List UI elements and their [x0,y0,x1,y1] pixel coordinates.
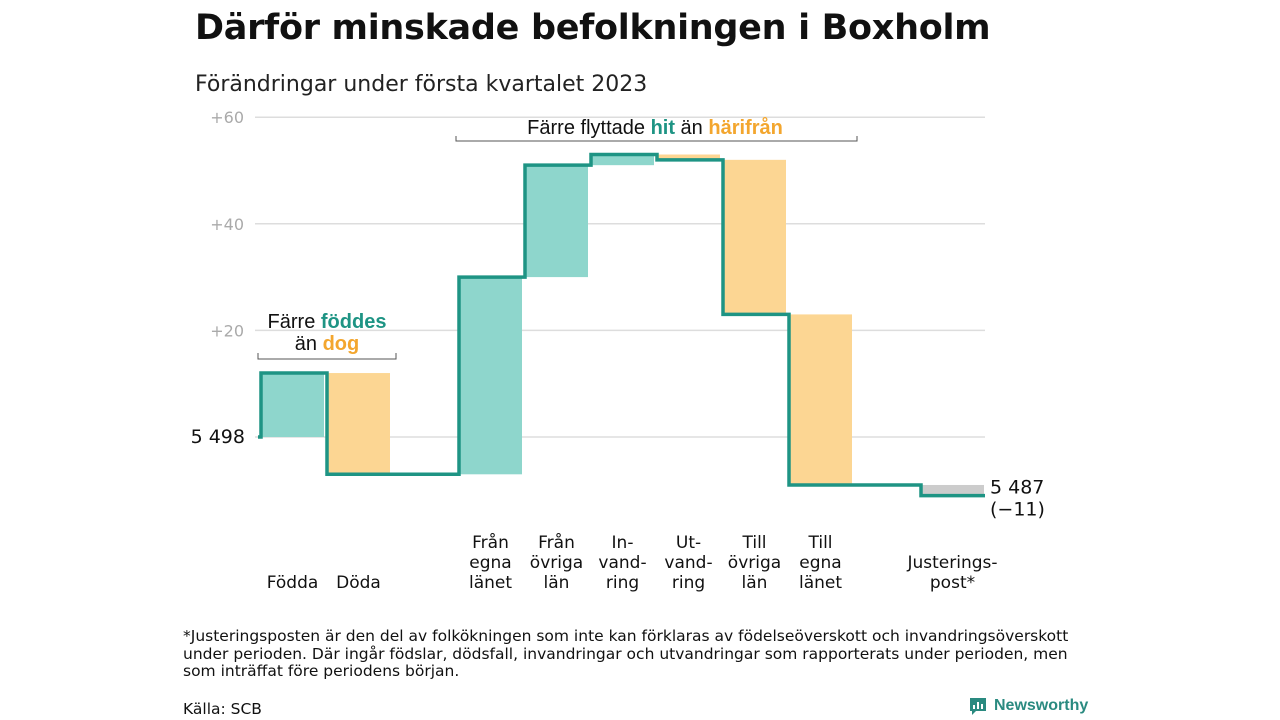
bar [657,154,720,160]
category-label: Till [741,533,766,553]
category-label: vand- [598,553,646,573]
bar [525,165,588,278]
newsworthy-logo-text: Newsworthy [994,697,1089,714]
bar [591,154,654,166]
category-label: egna [469,553,511,573]
moves-bracket [455,136,858,142]
y-tick-label: +60 [210,108,244,127]
category-label: Döda [336,573,381,593]
bar [789,314,852,485]
bar [327,373,390,475]
category-label: Från [538,532,575,553]
end-change-label: (−11) [990,499,1045,521]
bar [921,484,984,496]
category-label: vand- [664,553,712,573]
moves-annotation: Färre flyttade hit än härifrån [527,116,783,139]
category-label: In- [612,533,634,553]
births-annotation-line1: Färre föddes [268,311,387,333]
category-label: post* [930,573,975,593]
category-label: ring [606,573,639,593]
footnote: *Justeringsposten är den del av folkökni… [183,627,1069,680]
page-subtitle: Förändringar under första kvartalet 2023 [195,72,648,97]
bar [723,159,786,315]
y-tick-label: +20 [210,321,244,340]
category-label: Födda [267,573,319,593]
bar [459,277,522,475]
births-annotation-line2: än dog [295,333,359,355]
cumulative-step-line [258,152,985,498]
page-title: Därför minskade befolkningen i Boxholm [195,8,991,48]
category-label: län [742,573,768,593]
category-label: Ut- [676,533,701,553]
category-label: län [544,573,570,593]
y-tick-label: +40 [210,215,244,234]
category-label: Från [472,532,509,553]
category-label: övriga [728,553,781,573]
category-label: länet [799,573,842,593]
category-label: egna [799,553,841,573]
category-label: Justerings- [906,553,997,573]
bar [261,373,324,437]
births-bracket [257,353,397,360]
source-label: Källa: SCB [183,700,262,718]
category-label: länet [469,573,512,593]
start-value-label: 5 498 [191,426,245,448]
category-label: Till [807,533,832,553]
end-value-label: 5 487 [990,477,1044,499]
category-label: ring [672,573,705,593]
category-label: övriga [530,553,583,573]
newsworthy-logo[interactable]: Newsworthy [968,696,1088,716]
newsworthy-logo-icon [970,698,986,715]
